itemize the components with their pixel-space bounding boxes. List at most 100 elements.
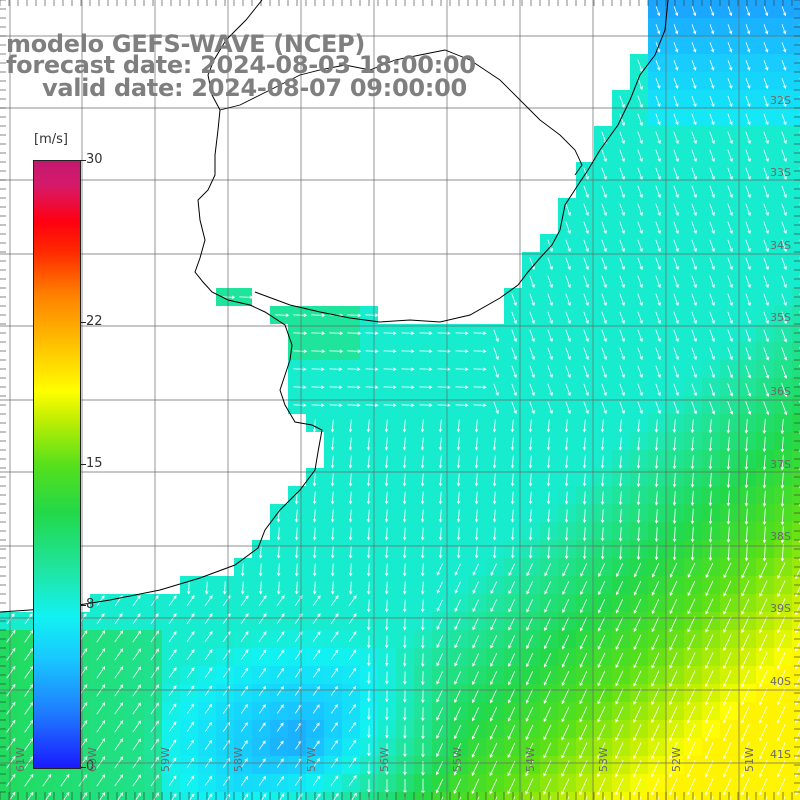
wind-arrow: [762, 490, 767, 507]
wind-arrow: [673, 347, 679, 361]
wind-arrow: [438, 419, 443, 433]
wind-arrow: [583, 311, 589, 325]
wind-arrow: [619, 365, 625, 379]
wind-arrow: [744, 490, 749, 507]
wind-arrow: [675, 796, 678, 800]
wind-arrow: [561, 634, 570, 650]
wind-arrow: [385, 653, 389, 667]
wind-arrow: [474, 527, 479, 541]
wind-arrow: [6, 737, 16, 751]
wind-arrow: [453, 778, 462, 794]
wind-arrow: [402, 617, 407, 631]
wind-arrow: [438, 491, 443, 505]
wind-arrow: [329, 349, 344, 354]
wind-arrow: [330, 419, 335, 433]
wind-arrow: [673, 401, 679, 415]
wind-arrow: [579, 616, 588, 632]
wind-arrow: [489, 778, 498, 795]
wind-arrow: [525, 778, 534, 795]
wind-arrow: [763, 257, 769, 271]
wind-arrow: [762, 436, 767, 453]
wind-arrow: [508, 581, 515, 595]
wind-arrow: [565, 329, 571, 343]
wind-arrow: [781, 131, 787, 145]
wind-arrow: [615, 688, 624, 705]
wind-arrow: [687, 688, 696, 706]
wind-arrow: [709, 60, 715, 71]
wind-arrow: [690, 526, 695, 543]
wind-arrow: [511, 401, 517, 415]
wind-arrow: [150, 613, 159, 625]
wind-arrow: [294, 581, 299, 595]
wind-arrow: [745, 24, 751, 35]
wind-arrow: [403, 653, 407, 667]
wind-arrow: [204, 595, 213, 607]
wind-arrow: [691, 365, 697, 379]
wind-arrow: [420, 491, 425, 505]
wind-arrow: [276, 775, 285, 786]
colorbar-tick: [80, 321, 86, 323]
wind-arrow: [781, 383, 788, 398]
wind-arrow: [763, 311, 769, 325]
wind-arrow: [492, 509, 497, 523]
wind-arrow: [722, 724, 732, 742]
wind-arrow: [741, 652, 750, 670]
wind-arrow: [633, 742, 642, 760]
wind-arrow: [455, 403, 469, 408]
title-model: modelo GEFS-WAVE (NCEP): [6, 30, 366, 58]
wind-arrow: [561, 652, 570, 668]
wind-arrow: [709, 149, 715, 163]
wind-arrow: [562, 617, 570, 632]
wind-arrow: [293, 403, 307, 408]
wind-arrow: [691, 60, 697, 71]
wind-arrow: [705, 580, 714, 597]
wind-arrow: [709, 113, 715, 126]
wind-arrow: [528, 509, 533, 523]
wind-arrow: [366, 491, 371, 505]
wind-arrow: [672, 508, 677, 525]
wind-arrow: [367, 743, 371, 757]
wind-arrow: [508, 653, 516, 668]
wind-arrow: [565, 239, 571, 253]
wind-arrow: [781, 6, 787, 17]
wind-arrow: [600, 473, 605, 487]
wind-arrow: [745, 149, 751, 163]
wind-arrow: [655, 167, 661, 181]
wind-arrow: [367, 725, 371, 739]
wind-arrow: [421, 671, 425, 686]
wind-arrow: [132, 720, 142, 733]
wind-arrow: [672, 437, 677, 452]
wind-arrow: [525, 706, 534, 722]
wind-arrow: [579, 670, 588, 687]
wind-arrow: [365, 403, 379, 408]
wind-arrow: [651, 634, 660, 651]
latitude-label: 37S: [770, 458, 791, 471]
wind-arrow: [637, 131, 643, 145]
wind-arrow: [673, 167, 679, 181]
wind-arrow: [189, 793, 195, 800]
wind-arrow: [637, 383, 643, 397]
wind-arrow: [258, 704, 266, 714]
wind-arrow: [582, 473, 587, 487]
wind-arrow: [546, 419, 551, 433]
wind-arrow: [508, 671, 516, 686]
wind-arrow: [636, 473, 641, 488]
wind-arrow: [402, 473, 407, 487]
wind-arrow: [780, 454, 785, 471]
wind-arrow: [204, 721, 213, 732]
wind-arrow: [293, 349, 308, 354]
wind-arrow: [654, 437, 659, 452]
wind-arrow: [385, 743, 389, 757]
wind-arrow: [636, 419, 641, 433]
wind-arrow: [745, 167, 751, 181]
wind-arrow: [420, 455, 425, 469]
wind-arrow: [490, 635, 498, 649]
wind-arrow: [511, 365, 517, 379]
wind-arrow: [420, 599, 425, 613]
wind-arrow: [204, 703, 213, 714]
wind-arrow: [633, 706, 642, 723]
wind-arrow: [655, 293, 661, 307]
wind-arrow: [744, 436, 749, 453]
colorbar-tick-label: 15: [86, 455, 103, 471]
